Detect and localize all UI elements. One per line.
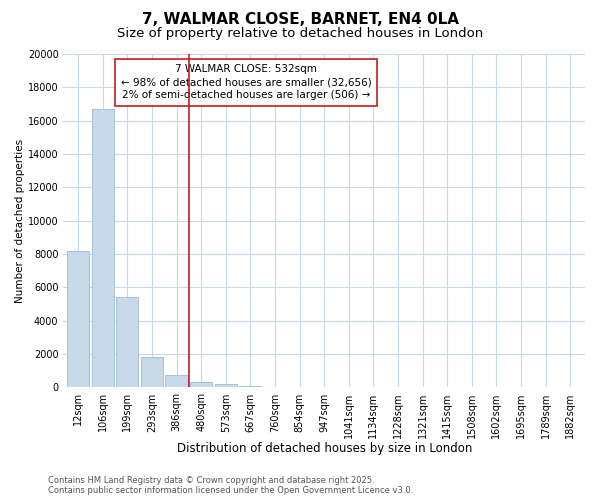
Bar bbox=[239, 386, 262, 388]
X-axis label: Distribution of detached houses by size in London: Distribution of detached houses by size … bbox=[176, 442, 472, 455]
Text: 7, WALMAR CLOSE, BARNET, EN4 0LA: 7, WALMAR CLOSE, BARNET, EN4 0LA bbox=[142, 12, 458, 28]
Bar bbox=[166, 375, 188, 388]
Bar bbox=[92, 109, 114, 388]
Text: Contains HM Land Registry data © Crown copyright and database right 2025.
Contai: Contains HM Land Registry data © Crown c… bbox=[48, 476, 413, 495]
Bar bbox=[67, 250, 89, 388]
Y-axis label: Number of detached properties: Number of detached properties bbox=[15, 138, 25, 303]
Text: 7 WALMAR CLOSE: 532sqm
← 98% of detached houses are smaller (32,656)
2% of semi-: 7 WALMAR CLOSE: 532sqm ← 98% of detached… bbox=[121, 64, 371, 100]
Text: Size of property relative to detached houses in London: Size of property relative to detached ho… bbox=[117, 28, 483, 40]
Bar bbox=[116, 298, 139, 388]
Bar bbox=[264, 386, 286, 388]
Bar bbox=[141, 356, 163, 388]
Bar bbox=[215, 384, 237, 388]
Bar bbox=[190, 382, 212, 388]
